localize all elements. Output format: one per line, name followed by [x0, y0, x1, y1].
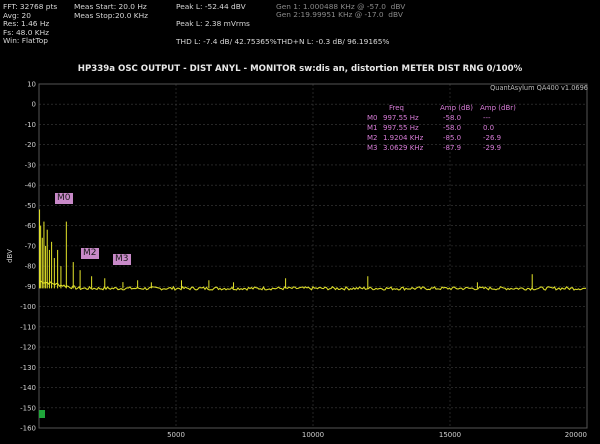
y-tick-label: -10 — [25, 121, 36, 129]
marker-label-m2[interactable]: M2 — [81, 248, 99, 259]
marker-ampr: 0.0 — [483, 124, 495, 132]
peak-mvrms: Peak L: 2.38 mVrms — [176, 19, 250, 28]
y-tick-label: -70 — [25, 242, 36, 250]
marker-name: M3 — [367, 144, 378, 152]
app-version: QuantAsylum QA400 v1.0696 — [490, 84, 588, 92]
marker-freq: 997.55 Hz — [383, 124, 419, 132]
x-tick-label: 20000 — [565, 431, 587, 439]
marker-amp: -87.9 — [443, 144, 462, 152]
marker-ampr: -26.9 — [483, 134, 502, 142]
marker-col-amp-db: Amp (dB) — [440, 104, 473, 112]
y-tick-label: -40 — [25, 182, 36, 190]
thd-readout: THD L: -7.4 dB/ 42.75365% — [176, 37, 277, 46]
generator-1: Gen 1: 1.000488 KHz @ -57.0 dBV — [276, 2, 406, 11]
marker-label-m0[interactable]: M0 — [55, 193, 73, 204]
y-tick-label: -150 — [20, 404, 36, 412]
marker-freq: 3.0629 KHz — [383, 144, 424, 152]
y-tick-label: -160 — [20, 425, 36, 433]
y-tick-label: -120 — [20, 344, 36, 352]
status-indicator — [39, 410, 45, 418]
marker-ampr: --- — [483, 114, 491, 122]
generator-2: Gen 2:19.99951 KHz @ -17.0 dBV — [276, 10, 403, 19]
marker-label-m3[interactable]: M3 — [113, 254, 131, 265]
x-tick-label: 10000 — [302, 431, 324, 439]
chart-title: HP339a OSC OUTPUT - DIST ANYL - MONITOR … — [77, 64, 523, 74]
x-tick-label: 15000 — [439, 431, 461, 439]
marker-amp: -58.0 — [443, 114, 462, 122]
y-tick-label: -60 — [25, 222, 36, 230]
y-tick-label: -20 — [25, 141, 36, 149]
marker-name: M0 — [367, 114, 378, 122]
thdn-readout: THD+N L: -0.3 dB/ 96.19165% — [277, 37, 390, 46]
y-tick-label: -140 — [20, 384, 36, 392]
marker-amp: -58.0 — [443, 124, 462, 132]
y-axis-label: dBV — [6, 249, 14, 263]
marker-col-freq: Freq — [389, 104, 404, 112]
peak-dbv: Peak L: -52.44 dBV — [176, 2, 246, 11]
marker-name: M1 — [367, 124, 378, 132]
marker-amp: -85.0 — [443, 134, 462, 142]
marker-ampr: -29.9 — [483, 144, 502, 152]
marker-freq: 997.55 Hz — [383, 114, 419, 122]
y-tick-label: -110 — [20, 323, 36, 331]
x-tick-label: 5000 — [167, 431, 185, 439]
y-tick-label: -100 — [20, 303, 36, 311]
fft-settings: FFT: 32768 pts Avg: 20 Res: 1.46 Hz Fs: … — [3, 2, 58, 46]
y-tick-label: -90 — [25, 283, 36, 291]
y-tick-label: -80 — [25, 263, 36, 271]
y-tick-label: -30 — [25, 161, 36, 169]
y-tick-label: 10 — [27, 81, 36, 89]
marker-freq: 1.9204 KHz — [383, 134, 424, 142]
marker-name: M2 — [367, 134, 378, 142]
y-tick-label: 0 — [32, 101, 36, 109]
y-tick-label: -50 — [25, 202, 36, 210]
plot-frame — [38, 83, 588, 429]
y-tick-label: -130 — [20, 364, 36, 372]
noise-floor-trace — [39, 280, 586, 291]
marker-col-amp-dbr: Amp (dBr) — [480, 104, 516, 112]
measure-range: Meas Start: 20.0 Hz Meas Stop:20.0 KHz — [74, 2, 149, 20]
